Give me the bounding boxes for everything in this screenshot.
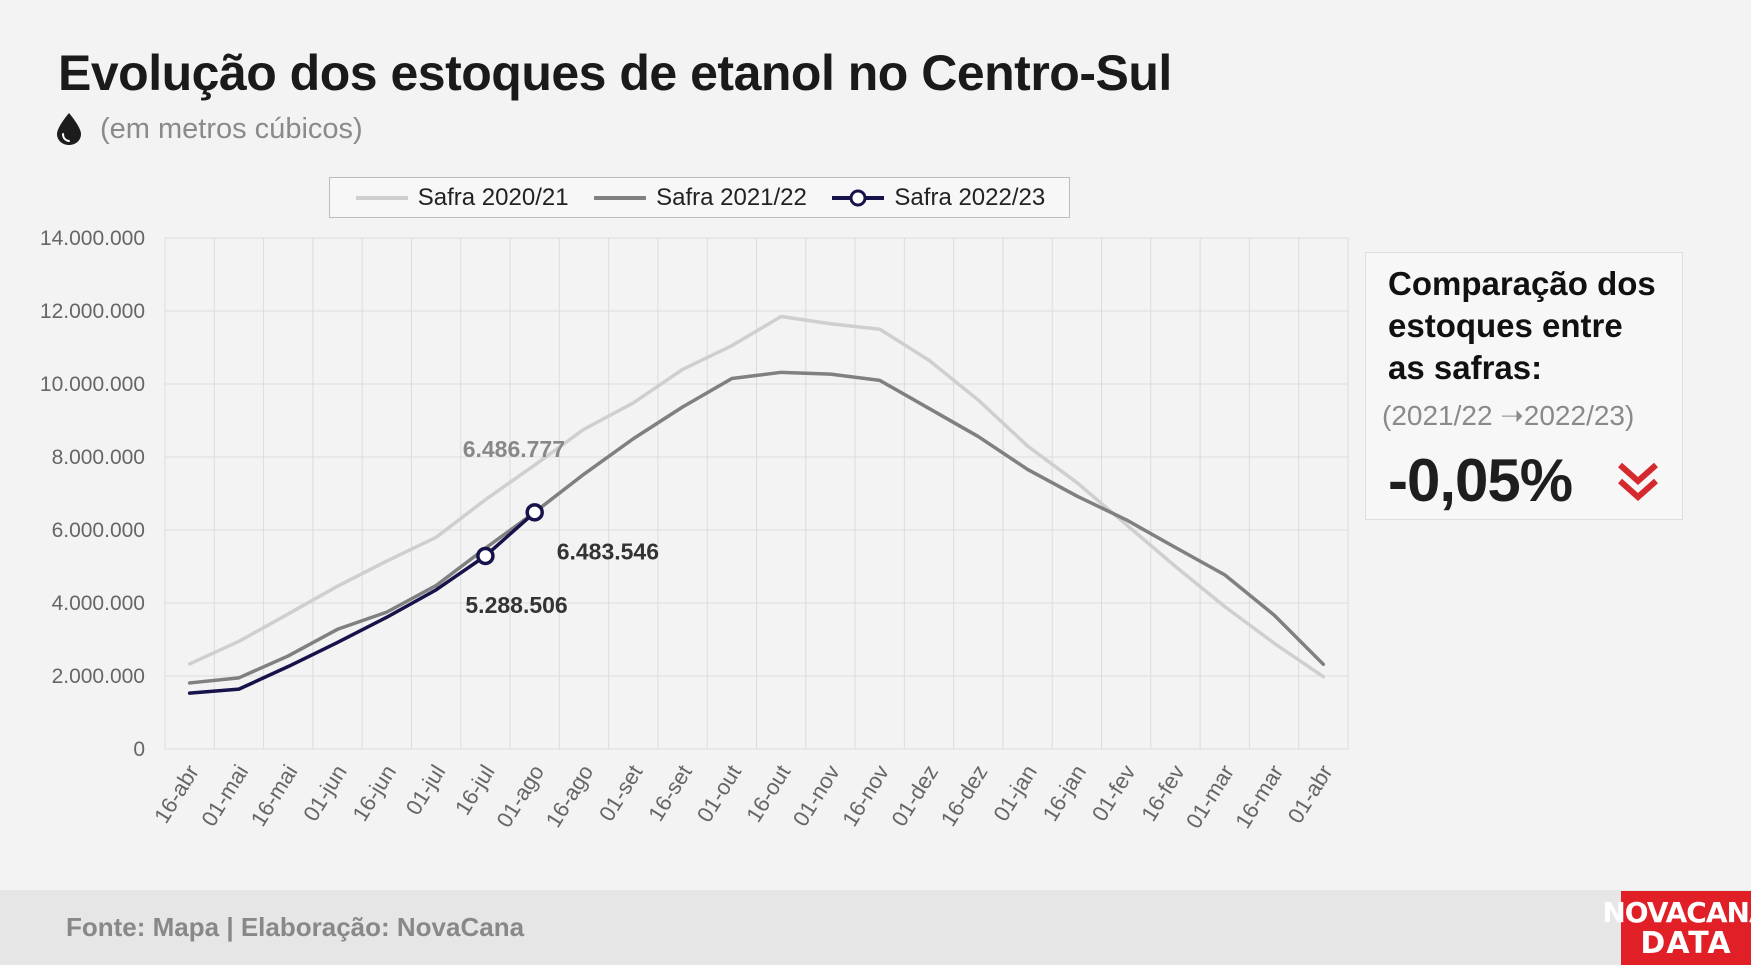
drop-icon — [57, 113, 81, 145]
legend-item-2022-23: Safra 2022/23 — [830, 184, 1045, 212]
y-tick-label: 8.000.000 — [52, 446, 145, 469]
source-credit: Fonte: Mapa | Elaboração: NovaCana — [66, 912, 525, 942]
y-tick-label: 6.000.000 — [52, 519, 145, 542]
data-label: 6.483.546 — [557, 538, 659, 564]
double-chevron-down-icon — [1618, 462, 1658, 501]
x-tick-label: 16-dez — [936, 760, 993, 830]
y-tick-label: 14.000.000 — [40, 227, 145, 250]
logo-line-1: NOVACANA — [1602, 896, 1751, 929]
x-tick-label: 01-out — [692, 760, 746, 826]
y-tick-label: 12.000.000 — [40, 300, 145, 323]
logo-line-2: DATA — [1640, 926, 1732, 961]
chart-subtitle: (em metros cúbicos) — [100, 112, 363, 145]
legend-item-2020-21: Safra 2020/21 — [354, 184, 569, 212]
chart-series — [187, 314, 1326, 695]
y-tick-label: 0 — [133, 738, 145, 761]
x-tick-label: 16-jan — [1038, 760, 1092, 825]
x-tick-label: 01-fev — [1087, 760, 1141, 825]
x-tick-label: 01-jul — [401, 760, 451, 819]
data-label: 5.288.506 — [465, 592, 567, 618]
comparison-panel: Comparação dos estoques entre as safras:… — [1365, 252, 1683, 520]
subtitle-row: (em metros cúbicos) — [56, 112, 363, 146]
comparison-value: -0,05% — [1388, 447, 1573, 514]
x-tick-label: 01-nov — [788, 760, 845, 830]
y-tick-label: 4.000.000 — [52, 592, 145, 615]
chart-annotations: 6.486.777 6.483.546 5.288.506 — [463, 436, 659, 618]
x-tick-label: 16-jun — [347, 760, 401, 825]
series-line--2021-22 — [187, 370, 1326, 685]
line-chart: 0 2.000.000 4.000.000 6.000.000 8.000.000 10.… — [40, 227, 1349, 833]
comparison-value-row: -0,05% — [1388, 446, 1660, 515]
legend-swatch-2022-23 — [832, 189, 885, 206]
series-line--2022-23 — [187, 510, 537, 695]
footer: Fonte: Mapa | Elaboração: NovaCana — [0, 890, 1751, 965]
novacana-logo: NOVACANA DATA — [1602, 891, 1751, 965]
x-tick-label: 01-jun — [298, 760, 352, 825]
x-tick-label: 16-mai — [246, 760, 303, 830]
x-tick-label: 16-mar — [1230, 760, 1288, 832]
x-tick-label: 01-set — [594, 760, 648, 825]
x-tick-label: 16-set — [643, 760, 697, 825]
x-tick-label: 16-jul — [450, 760, 500, 819]
x-tick-label: 16-nov — [837, 760, 894, 830]
legend-item-2021-22: Safra 2021/22 — [592, 184, 807, 212]
legend-swatch-2020-21 — [355, 195, 408, 200]
comparison-heading: Comparação dos estoques entre as safras: — [1388, 265, 1656, 386]
y-tick-label: 10.000.000 — [40, 373, 145, 396]
y-tick-label: 2.000.000 — [52, 665, 145, 688]
legend-label-2020-21: Safra 2020/21 — [417, 183, 569, 211]
legend-swatch-2021-22 — [594, 195, 647, 200]
x-tick-label: 16-fev — [1136, 760, 1190, 825]
chart-title: Evolução dos estoques de etanol no Centr… — [58, 45, 1172, 101]
x-tick-label: 01-dez — [886, 760, 943, 830]
x-tick-label: 01-jan — [988, 760, 1042, 825]
series-line--2020-21 — [187, 314, 1326, 679]
x-tick-label: 01-ago — [491, 760, 549, 831]
x-tick-label: 01-mar — [1181, 760, 1239, 832]
x-tick-label: 01-mai — [196, 760, 253, 830]
comparison-period: (2021/22 ➝2022/23) — [1382, 400, 1635, 431]
x-tick-label: 16-ago — [541, 760, 599, 831]
data-point-marker — [476, 546, 495, 566]
x-tick-label: 01-abr — [1283, 760, 1338, 827]
data-point-marker — [525, 503, 544, 522]
data-label: 6.486.777 — [463, 436, 565, 462]
legend-label-2021-22: Safra 2021/22 — [656, 183, 807, 211]
chart-legend: Safra 2020/21 Safra 2021/22 Safra 2022/2… — [329, 177, 1070, 218]
legend-label-2022-23: Safra 2022/23 — [894, 183, 1046, 211]
chart-grid — [164, 237, 1349, 750]
